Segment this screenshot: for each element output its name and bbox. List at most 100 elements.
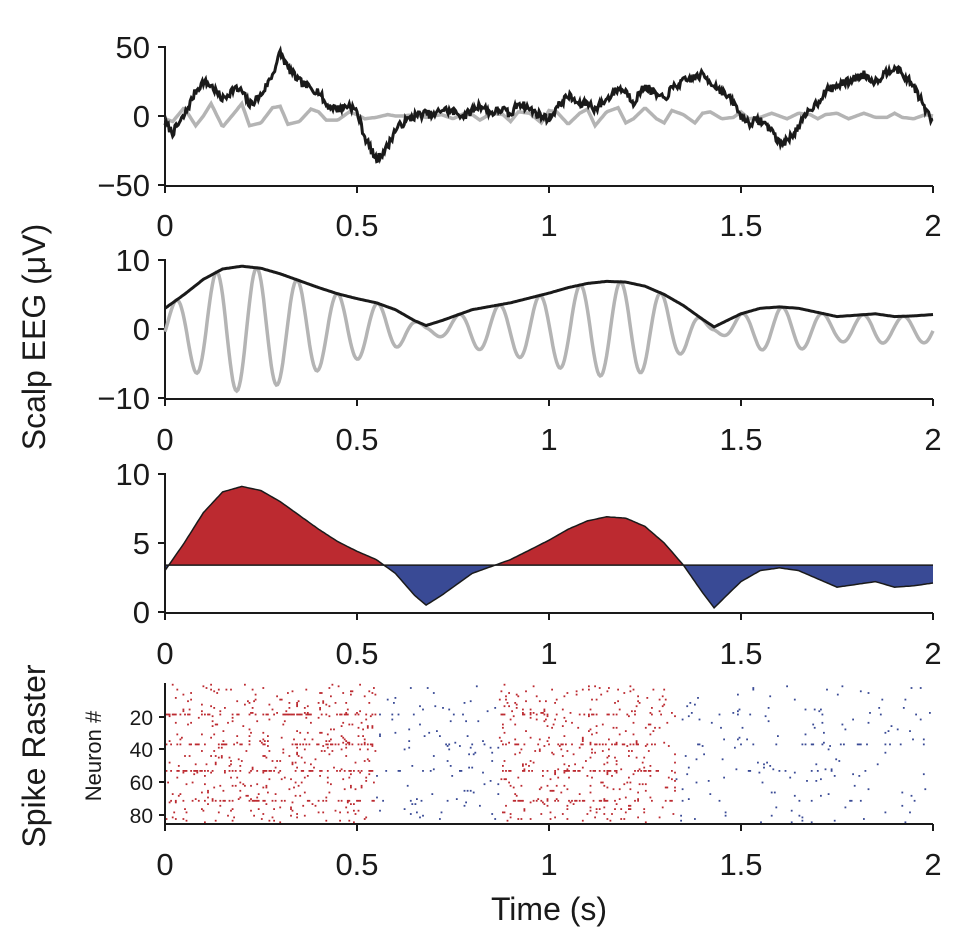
- spike-dot: [752, 688, 755, 691]
- spike-dot: [709, 793, 712, 795]
- spike-dot: [836, 693, 839, 696]
- spike-dot: [583, 713, 586, 716]
- spike-dot: [623, 692, 626, 694]
- spike-dot: [366, 726, 369, 729]
- x-tick-label: 1: [540, 847, 557, 882]
- spike-dot: [852, 773, 854, 776]
- spike-dot: [326, 781, 329, 784]
- spike-dot: [790, 809, 793, 812]
- spike-dot: [615, 760, 618, 762]
- spike-dot: [466, 789, 469, 792]
- spike-dot: [231, 770, 234, 772]
- spike-dot: [472, 791, 475, 794]
- spike-dot: [351, 690, 354, 693]
- spike-dot: [357, 770, 360, 772]
- spike-dot: [512, 786, 515, 789]
- spike-dot: [165, 818, 168, 820]
- spike-dot: [371, 745, 374, 747]
- spike-dot: [216, 723, 219, 726]
- spike-dot: [265, 713, 268, 716]
- spike-dot: [354, 713, 357, 716]
- spike-dot: [561, 743, 564, 746]
- spike-dot: [614, 702, 616, 704]
- spike-dot: [608, 713, 610, 716]
- spike-dot: [604, 799, 607, 802]
- spike-dot: [174, 721, 177, 724]
- spike-dot: [224, 799, 226, 802]
- spike-dot: [168, 761, 171, 764]
- spike-dot: [669, 799, 672, 802]
- spike-dot: [217, 688, 220, 691]
- spike-dot: [826, 688, 828, 691]
- spike-dot: [297, 700, 300, 703]
- spike-dot: [219, 804, 222, 807]
- spike-dot: [190, 743, 192, 746]
- spike-dot: [603, 763, 606, 766]
- spike-dot: [360, 770, 363, 772]
- spike-dot: [262, 743, 265, 746]
- spike-dot: [710, 721, 713, 724]
- spike-dot: [595, 713, 598, 716]
- spike-dot: [574, 763, 576, 766]
- spike-dot: [409, 687, 412, 689]
- spike-dot: [583, 799, 586, 802]
- spike-dot: [568, 765, 570, 767]
- spike-dot: [179, 713, 182, 716]
- spike-dot: [901, 791, 904, 794]
- spike-dot: [291, 763, 294, 766]
- spike-dot: [197, 743, 200, 746]
- spike-dot: [363, 743, 366, 746]
- spike-dot: [204, 713, 206, 716]
- spike-dot: [334, 809, 337, 812]
- spike-dot: [191, 781, 194, 784]
- spike-dot: [603, 798, 606, 800]
- spike-dot: [326, 733, 329, 736]
- spike-dot: [608, 748, 610, 751]
- spike-dot: [839, 743, 842, 746]
- spike-dot: [210, 755, 212, 757]
- spike-dot: [529, 713, 532, 716]
- x-tick-label: 2: [924, 636, 941, 671]
- y-tick-label: 80: [130, 805, 153, 828]
- spike-dot: [201, 703, 203, 706]
- spike-dot: [752, 687, 755, 689]
- spike-dot: [220, 756, 223, 759]
- spike-dot: [565, 743, 567, 746]
- spike-dot: [589, 743, 592, 746]
- spike-dot: [629, 788, 632, 791]
- spike-dot: [489, 746, 492, 749]
- spike-dot: [248, 743, 251, 746]
- spike-dot: [168, 801, 171, 804]
- spike-dot: [664, 698, 667, 701]
- spike-dot: [511, 710, 513, 713]
- spike-dot: [723, 776, 725, 779]
- spike-dot: [231, 713, 234, 716]
- spike-dot: [601, 723, 604, 726]
- spike-dot: [320, 770, 323, 772]
- spike-dot: [581, 799, 584, 802]
- down-state-area: [165, 565, 933, 608]
- spike-dot: [606, 818, 609, 820]
- spike-dot: [397, 770, 400, 772]
- spike-dot: [801, 816, 804, 819]
- spike-dot: [502, 743, 504, 746]
- spike-dot: [345, 712, 348, 714]
- spike-dot: [176, 733, 179, 736]
- spike-dot: [194, 798, 197, 800]
- spike-dot: [184, 755, 186, 757]
- spike-dot: [469, 700, 472, 703]
- spike-dot: [563, 770, 566, 772]
- spike-dot: [368, 770, 371, 772]
- spike-dot: [643, 766, 646, 769]
- spike-dot: [334, 743, 337, 746]
- spike-dot: [201, 750, 203, 752]
- y-ticks: 50 0 −50: [97, 30, 165, 203]
- spike-dot: [608, 770, 610, 772]
- x-tick-label: 0: [156, 208, 173, 243]
- spike-dot: [317, 811, 320, 814]
- spike-dot: [767, 720, 770, 723]
- spike-dot: [319, 708, 321, 711]
- spike-dot: [325, 743, 328, 746]
- spike-dot: [177, 770, 180, 772]
- spike-dot: [265, 803, 268, 805]
